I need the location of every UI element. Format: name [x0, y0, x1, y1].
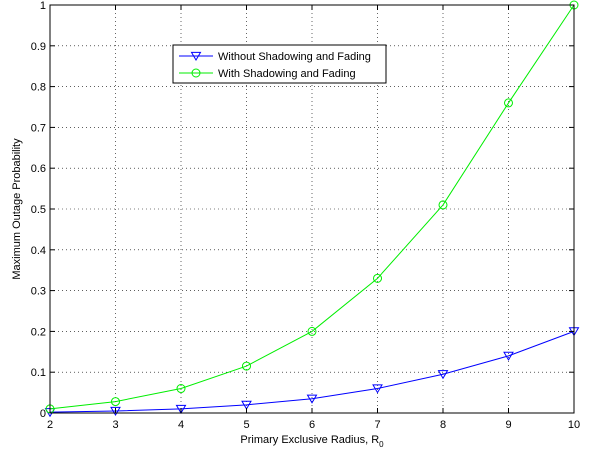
data-point [306, 394, 318, 404]
data-point [373, 273, 382, 283]
x-tick-label: 7 [374, 419, 380, 431]
legend-label: Without Shadowing and Fading [218, 51, 371, 63]
y-tick-label: 0 [40, 408, 46, 420]
y-tick-label: 0.5 [31, 204, 46, 216]
legend-label: With Shadowing and Fading [218, 68, 356, 80]
y-tick-label: 0.6 [31, 163, 46, 175]
y-tick-label: 1 [40, 0, 46, 12]
x-tick-label: 8 [440, 419, 446, 431]
x-tick-label: 5 [243, 419, 249, 431]
data-point [242, 361, 251, 371]
legend: Without Shadowing and Fading With Shadowi… [172, 44, 387, 84]
x-tick-label: 2 [47, 419, 53, 431]
series-line [49, 330, 575, 413]
data-point [307, 326, 317, 336]
x-axis-title-subscript: 0 [379, 440, 384, 449]
legend-marker [191, 68, 201, 78]
axis-ticks: 2 3 4 5 6 7 8 9 10 0 0.1 0.2 0.3 0.4 0.5 0.6 0.7 0.8 0.9 1 [31, 0, 580, 431]
y-tick-label: 0.1 [31, 367, 46, 379]
series-2 [45, 0, 579, 414]
data-point [175, 404, 187, 414]
series-line [49, 4, 575, 410]
data-point [241, 400, 252, 410]
y-tick-label: 0.7 [31, 122, 46, 134]
y-tick-label: 0.4 [31, 245, 46, 257]
data-point [438, 200, 448, 210]
data-point [110, 406, 121, 416]
x-tick-label: 6 [309, 419, 315, 431]
data-point [437, 370, 449, 380]
x-tick-label: 3 [112, 419, 118, 431]
data-point [111, 397, 120, 407]
x-tick-label: 4 [178, 419, 184, 431]
y-tick-label: 0.3 [31, 286, 46, 298]
legend-box [172, 44, 387, 84]
x-tick-label: 10 [568, 419, 580, 431]
data-point [176, 384, 186, 394]
y-tick-label: 0.8 [31, 82, 46, 94]
legend-marker [190, 51, 202, 62]
data-point [503, 351, 514, 361]
x-tick-label: 9 [505, 419, 511, 431]
data-point [504, 98, 513, 108]
data-point [372, 384, 383, 394]
y-tick-label: 0.9 [31, 41, 46, 53]
x-axis-title: Primary Exclusive Radius, R0 [240, 434, 384, 449]
y-tick-label: 0.2 [31, 326, 46, 338]
y-axis-title: Maximum Outage Probability [11, 138, 23, 280]
